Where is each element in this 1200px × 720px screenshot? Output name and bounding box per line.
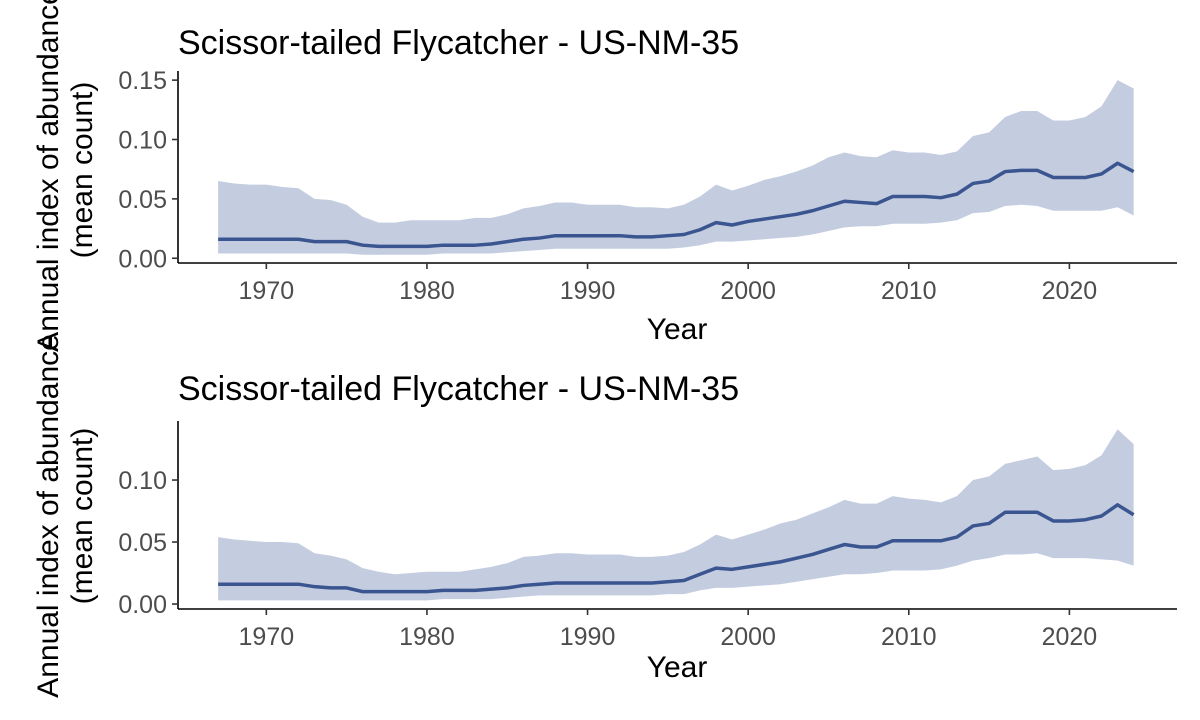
x-tick-label: 1970 <box>239 623 295 651</box>
y-axis-title-line-2: (mean count) <box>66 428 99 605</box>
x-tick-label: 1990 <box>560 623 616 651</box>
y-axis-title-line-1: Annual index of abundance <box>32 334 65 698</box>
index-line <box>218 161 1135 249</box>
y-tick-label: 0.00 <box>118 591 167 619</box>
x-tick-label: 1970 <box>239 277 295 305</box>
x-tick-label: 2020 <box>1042 623 1098 651</box>
y-tick-label: 0.10 <box>118 127 167 155</box>
chart-title: Scissor-tailed Flycatcher - US-NM-35 <box>178 370 739 408</box>
y-tick-label: 0.15 <box>118 67 167 95</box>
x-axis-title: Year <box>647 651 708 684</box>
y-axis-title: Annual index of abundance (mean count) <box>32 0 99 352</box>
x-tick-label: 2020 <box>1042 277 1098 305</box>
y-tick-label: 0.05 <box>118 529 167 557</box>
y-axis-title-line-2: (mean count) <box>66 82 99 259</box>
top-chart-panel: Scissor-tailed Flycatcher - US-NM-35 Ann… <box>32 0 1177 352</box>
confidence-band <box>218 80 1134 255</box>
chart-title: Scissor-tailed Flycatcher - US-NM-35 <box>178 24 739 62</box>
confidence-band <box>218 429 1134 601</box>
x-tick-label: 2000 <box>720 623 776 651</box>
bottom-chart-panel: Scissor-tailed Flycatcher - US-NM-35 Ann… <box>32 334 1177 698</box>
index-line <box>218 503 1135 594</box>
x-tick-label: 2010 <box>881 277 937 305</box>
x-tick-label: 2000 <box>720 277 776 305</box>
x-axis-title: Year <box>647 313 708 346</box>
x-tick-label: 2010 <box>881 623 937 651</box>
y-tick-label: 0.10 <box>118 467 167 495</box>
x-tick-label: 1980 <box>399 277 455 305</box>
x-tick-label: 1980 <box>399 623 455 651</box>
y-tick-label: 0.05 <box>118 186 167 214</box>
x-tick-label: 1990 <box>560 277 616 305</box>
y-axis-title: Annual index of abundance (mean count) <box>32 334 99 698</box>
y-axis-title-line-1: Annual index of abundance <box>32 0 65 352</box>
y-tick-label: 0.00 <box>118 245 167 273</box>
